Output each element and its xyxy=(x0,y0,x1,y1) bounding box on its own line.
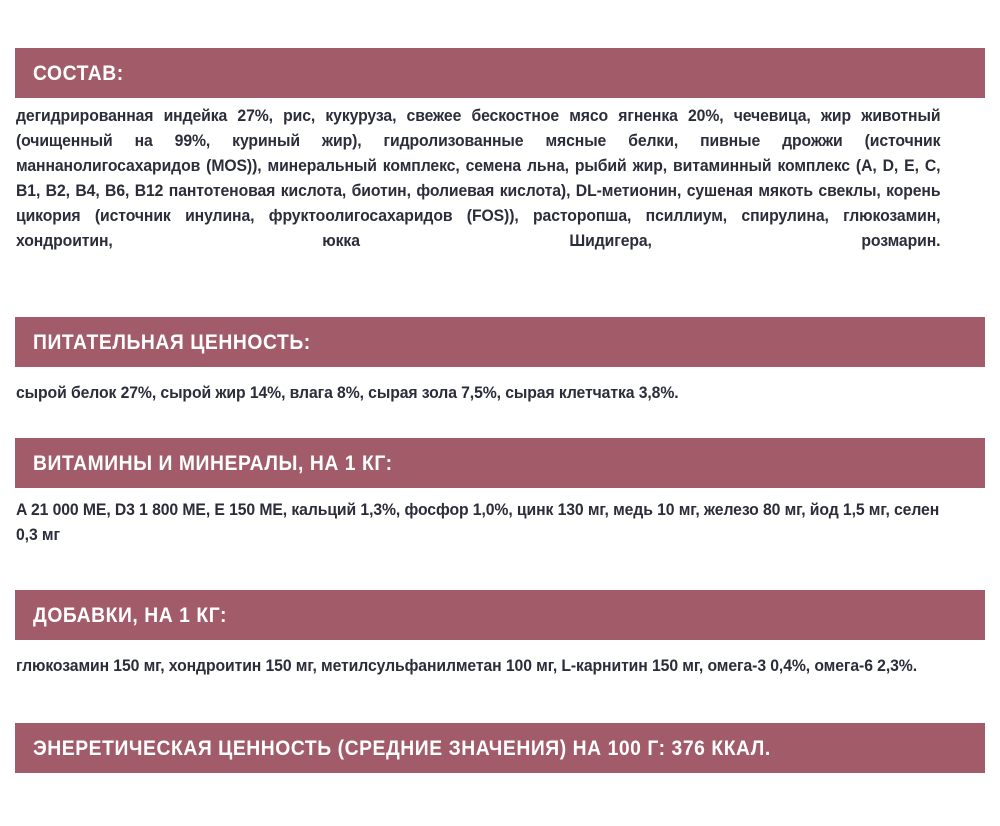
energy-label: ЭНЕРЕТИЧЕСКАЯ ЦЕННОСТЬ (СРЕДНИЕ ЗНАЧЕНИЯ… xyxy=(33,736,666,760)
section-header-vitamins: ВИТАМИНЫ И МИНЕРАЛЫ, НА 1 КГ: xyxy=(15,438,985,488)
energy-value: 376 ККАЛ. xyxy=(671,736,771,760)
section-heading-additives: ДОБАВКИ, НА 1 КГ: xyxy=(33,603,227,627)
section-heading-energy: ЭНЕРЕТИЧЕСКАЯ ЦЕННОСТЬ (СРЕДНИЕ ЗНАЧЕНИЯ… xyxy=(33,738,771,759)
section-header-energy: ЭНЕРЕТИЧЕСКАЯ ЦЕННОСТЬ (СРЕДНИЕ ЗНАЧЕНИЯ… xyxy=(15,723,985,773)
section-header-additives: ДОБАВКИ, НА 1 КГ: xyxy=(15,590,985,640)
section-body-vitamins: A 21 000 МЕ, D3 1 800 МЕ, E 150 МЕ, каль… xyxy=(16,501,940,544)
section-body-additives: глюкозамин 150 мг, хондроитин 150 мг, ме… xyxy=(16,657,917,675)
section-heading-composition: СОСТАВ: xyxy=(33,61,124,85)
section-header-composition: СОСТАВ: xyxy=(15,48,985,98)
section-header-nutrition: ПИТАТЕЛЬНАЯ ЦЕННОСТЬ: xyxy=(15,317,985,367)
section-heading-nutrition: ПИТАТЕЛЬНАЯ ЦЕННОСТЬ: xyxy=(33,330,311,354)
section-body-nutrition: сырой белок 27%, сырой жир 14%, влага 8%… xyxy=(16,384,679,402)
section-heading-vitamins: ВИТАМИНЫ И МИНЕРАЛЫ, НА 1 КГ: xyxy=(33,451,393,475)
section-body-composition: дегидрированная индейка 27%, рис, кукуру… xyxy=(16,107,941,250)
